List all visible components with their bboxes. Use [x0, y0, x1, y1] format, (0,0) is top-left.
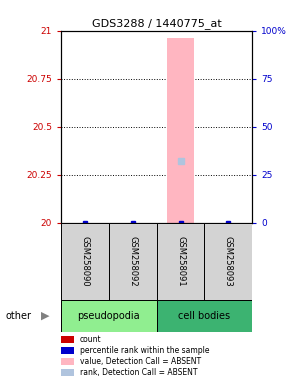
- Bar: [157, 223, 204, 300]
- Text: GSM258091: GSM258091: [176, 236, 185, 286]
- Bar: [167, 38, 194, 223]
- Text: rank, Detection Call = ABSENT: rank, Detection Call = ABSENT: [80, 367, 197, 377]
- Text: GSM258090: GSM258090: [80, 236, 89, 286]
- Text: GSM258092: GSM258092: [128, 236, 137, 286]
- Text: value, Detection Call = ABSENT: value, Detection Call = ABSENT: [80, 357, 201, 366]
- Title: GDS3288 / 1440775_at: GDS3288 / 1440775_at: [92, 18, 222, 30]
- Bar: [109, 223, 157, 300]
- Text: other: other: [6, 311, 32, 321]
- Text: GSM258093: GSM258093: [224, 236, 233, 286]
- Bar: [61, 223, 109, 300]
- Text: pseudopodia: pseudopodia: [77, 311, 140, 321]
- Bar: [157, 300, 252, 332]
- Bar: [204, 223, 252, 300]
- Text: percentile rank within the sample: percentile rank within the sample: [80, 346, 209, 355]
- Bar: [61, 300, 157, 332]
- Text: count: count: [80, 335, 101, 344]
- Text: cell bodies: cell bodies: [178, 311, 231, 321]
- Text: ▶: ▶: [41, 311, 49, 321]
